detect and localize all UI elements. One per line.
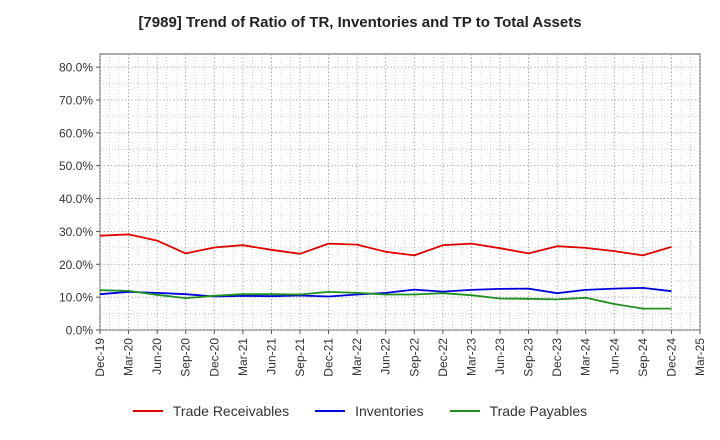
- legend-swatch-trade-payables: [449, 410, 480, 412]
- x-tick-label: Dec-23: [550, 338, 564, 377]
- x-tick-label: Jun-20: [150, 338, 164, 375]
- legend-swatch-inventories: [315, 410, 346, 412]
- x-tick-label: Dec-24: [664, 338, 678, 377]
- chart-title: [7989] Trend of Ratio of TR, Inventories…: [138, 14, 582, 31]
- x-tick-label: Mar-20: [122, 338, 136, 376]
- x-tick-label: Jun-24: [607, 338, 621, 375]
- legend: Trade Receivables Inventories Trade Paya…: [0, 403, 720, 419]
- x-tick-label: Jun-22: [379, 338, 393, 375]
- x-tick-label: Sep-21: [293, 338, 307, 377]
- y-tick-label: 30.0%: [59, 225, 93, 239]
- x-tick-label: Mar-25: [693, 338, 707, 376]
- x-tick-label: Sep-24: [636, 338, 650, 377]
- y-tick-label: 10.0%: [59, 291, 93, 305]
- y-tick-label: 20.0%: [59, 258, 93, 272]
- x-tick-label: Sep-22: [407, 338, 421, 377]
- series-line-trade-payables: [99, 289, 672, 310]
- x-tick-label: Mar-23: [464, 338, 478, 376]
- legend-label-inventories: Inventories: [355, 403, 424, 419]
- legend-label-trade-payables: Trade Payables: [489, 403, 588, 419]
- grid-lines: [99, 54, 701, 331]
- x-tick-label: Jun-21: [264, 338, 278, 375]
- y-tick-label: 70.0%: [59, 94, 93, 108]
- legend-label-trade-receivables: Trade Receivables: [172, 403, 290, 419]
- y-tick-label: 40.0%: [59, 192, 93, 206]
- y-tick-label: 50.0%: [59, 159, 93, 173]
- x-tick-label: Dec-19: [93, 338, 107, 377]
- x-tick-label: Mar-22: [350, 338, 364, 376]
- x-tick-label: Sep-20: [179, 338, 193, 377]
- legend-item-trade-receivables: Trade Receivables: [132, 403, 290, 419]
- y-tick-label: 0.0%: [66, 324, 94, 338]
- series-line-inventories: [99, 286, 672, 298]
- legend-item-trade-payables: Trade Payables: [449, 403, 588, 419]
- series-line-trade-receivables: [99, 233, 672, 257]
- y-tick-label: 80.0%: [59, 61, 93, 75]
- series-lines: [99, 233, 672, 310]
- x-tick-label: Dec-20: [207, 338, 221, 377]
- x-tick-label: Jun-23: [493, 338, 507, 375]
- legend-item-inventories: Inventories: [315, 403, 424, 419]
- x-tick-label: Dec-22: [436, 338, 450, 377]
- x-tick-label: Mar-21: [236, 338, 250, 376]
- y-axis-tick-labels: 0.0% 10.0% 20.0% 30.0% 40.0% 50.0% 60.0% 70.0% 8…: [59, 61, 100, 338]
- y-tick-label: 60.0%: [59, 126, 93, 140]
- x-tick-label: Mar-24: [579, 338, 593, 376]
- legend-swatch-trade-receivables: [132, 410, 163, 412]
- x-axis-tick-labels: Dec-19 Mar-20 Jun-20 Sep-20 Dec-20 Mar-21 Jun-…: [93, 330, 707, 377]
- x-tick-label: Dec-21: [322, 338, 336, 377]
- x-tick-label: Sep-23: [522, 338, 536, 377]
